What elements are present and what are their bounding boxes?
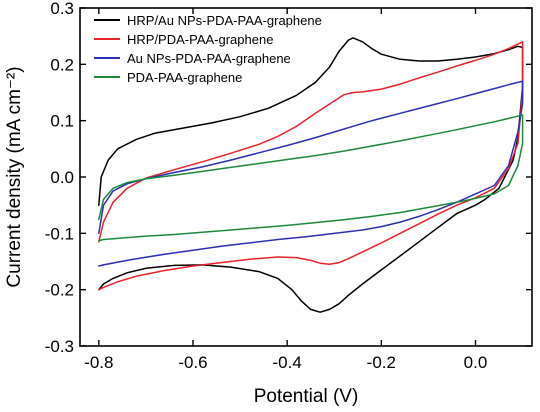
y-tick-label: 0.1 (50, 112, 74, 131)
series-line-4 (98, 114, 524, 242)
legend: HRP/Au NPs-PDA-PAA-graphene HRP/PDA-PAA-g… (94, 13, 322, 85)
legend-label: PDA-PAA-graphene (127, 70, 242, 85)
y-axis-title: Current density (mA cm⁻²) (4, 66, 25, 287)
x-tick-label: -0.6 (178, 353, 207, 372)
legend-label: HRP/Au NPs-PDA-PAA-graphene (127, 13, 322, 28)
y-tick-label: -0.2 (45, 281, 74, 300)
series-group (98, 37, 524, 313)
x-tick-label: -0.2 (367, 353, 396, 372)
series-line-2 (98, 41, 524, 291)
y-tick-label: -0.3 (45, 337, 74, 356)
legend-label: HRP/PDA-PAA-graphene (127, 32, 273, 47)
y-tick-label: 0.2 (50, 55, 74, 74)
legend-label: Au NPs-PDA-PAA-graphene (127, 51, 291, 66)
y-tick-label: -0.1 (45, 224, 74, 243)
x-tick-label: -0.8 (84, 353, 113, 372)
x-tick-label: -0.4 (273, 353, 302, 372)
ticks-group: -0.8 -0.6 -0.4 -0.2 0.0 -0.3 -0.2 -0.1 0.0 0.1 0.2… (45, 0, 532, 372)
x-axis-title: Potential (V) (254, 386, 359, 407)
plot-area: -0.8 -0.6 -0.4 -0.2 0.0 -0.3 -0.2 -0.1 0.0 0.1 0.2… (45, 0, 533, 372)
y-tick-label: 0.3 (50, 0, 74, 18)
y-tick-label: 0.0 (50, 168, 74, 187)
x-tick-label: 0.0 (464, 353, 488, 372)
series-line-3 (98, 80, 524, 267)
